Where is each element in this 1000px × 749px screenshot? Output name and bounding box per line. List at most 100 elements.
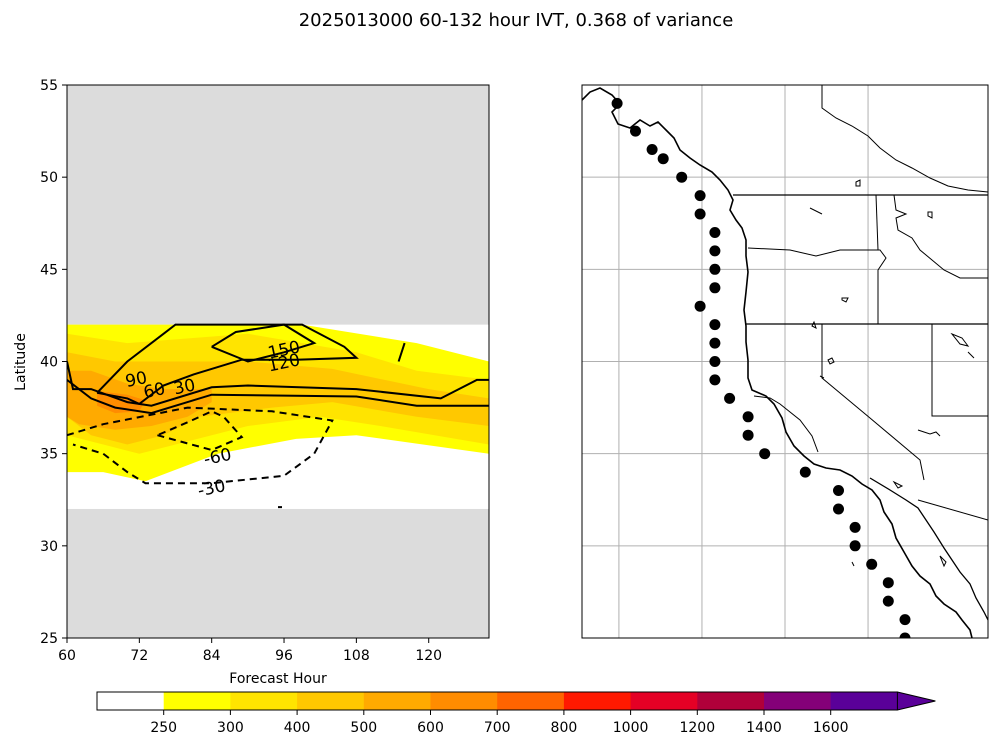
colorbar-segment: [363, 692, 431, 710]
map-point: [833, 485, 844, 496]
canada-boundary-line: [821, 85, 988, 193]
y-tick-label: 55: [40, 78, 58, 94]
colorbar: 250 300 400 500 600 700 800 1000 1200 1400 1600: [96, 691, 936, 736]
map-point: [899, 632, 911, 638]
map-point: [611, 97, 623, 109]
colorbar-segment: [830, 692, 898, 710]
colorbar-label: 300: [217, 720, 244, 736]
x-axis-label: Forecast Hour: [229, 671, 327, 687]
map-point: [866, 558, 878, 570]
map-point: [709, 245, 721, 257]
map-frame: [581, 84, 989, 639]
contour-label-3: 60: [142, 379, 167, 403]
map-point: [882, 577, 894, 589]
colorbar-label: 1400: [746, 720, 782, 736]
map-point: [709, 374, 721, 386]
colorbar-segment: [497, 692, 565, 710]
colorbar-segment: [430, 692, 498, 710]
map-point: [833, 503, 844, 515]
map-point: [676, 171, 688, 183]
map-point: [630, 125, 641, 137]
map-point: [694, 300, 706, 312]
coastline: [582, 87, 973, 638]
contour-label-4: 30: [172, 375, 197, 399]
map-point: [694, 190, 706, 202]
x-tick-label: 96: [275, 648, 293, 664]
ivt-axes: 60 72 84 96 108 120 25 30 35 40 45 50 55: [40, 78, 442, 664]
gulf-of-california-coast: [869, 477, 988, 621]
colorbar-label: 400: [284, 720, 311, 736]
map-islands-and-lakes: [809, 179, 975, 568]
map-point: [849, 521, 861, 533]
colorbar-label: 600: [417, 720, 444, 736]
map-point: [724, 392, 736, 404]
colorbar-segment: [97, 692, 165, 710]
y-tick-label: 40: [40, 355, 58, 371]
map-point: [646, 144, 658, 155]
map-point: [849, 540, 861, 552]
y-tick-label: 45: [40, 262, 58, 278]
colorbar-label: 1600: [813, 720, 849, 736]
map-point: [709, 282, 721, 294]
map-gridlines: [582, 85, 988, 638]
y-axis-label: Latitude: [13, 333, 29, 391]
colorbar-segment: [163, 692, 231, 710]
y-tick-label: 35: [40, 447, 58, 463]
colorbar-label: 500: [350, 720, 377, 736]
idaho-border: [875, 194, 879, 251]
ivt-fill-400: [67, 352, 489, 445]
map-point: [709, 337, 721, 349]
x-tick-label: 108: [343, 648, 370, 664]
colorbar-segment: [697, 692, 765, 710]
colorbar-segment: [563, 692, 632, 710]
x-tick-label: 60: [58, 648, 76, 664]
colorbar-label: 250: [150, 720, 177, 736]
nevada-utah-arizona-border: [931, 324, 988, 417]
colorbar-segment: [630, 692, 698, 710]
map-panel: [581, 84, 989, 639]
map-coastline: [582, 85, 988, 638]
map-point: [882, 595, 894, 607]
washington-oregon-idaho-border: [747, 247, 887, 324]
contour-line-6: [67, 406, 334, 485]
contour-line-4: [67, 379, 489, 415]
y-tick-label: 25: [40, 631, 58, 647]
map-state-borders: [733, 194, 988, 521]
map-point: [899, 614, 911, 626]
map-point: [657, 153, 669, 165]
map-point: [709, 319, 721, 331]
colorbar-label: 800: [551, 720, 578, 736]
us-mexico-border: [917, 499, 988, 521]
x-tick-label: 84: [203, 648, 221, 664]
colorbar-extend-arrow: [896, 691, 936, 711]
contour-line-1: [96, 323, 359, 406]
y-tick-label: 50: [40, 170, 58, 186]
coastline-detail: [753, 395, 819, 453]
colorbar-segment: [764, 692, 832, 710]
y-tick-label: 30: [40, 539, 58, 555]
colorbar-label: 1200: [679, 720, 715, 736]
map-point: [709, 263, 721, 275]
map-points: [611, 97, 911, 638]
colorbar-segment: [297, 692, 365, 710]
figure-title: 2025013000 60-132 hour IVT, 0.368 of var…: [299, 10, 734, 31]
colorbar-label: 700: [484, 720, 511, 736]
map-point: [742, 411, 754, 423]
map-point: [799, 466, 811, 478]
colorbar-label: 1000: [613, 720, 649, 736]
map-point: [759, 448, 771, 460]
colorbar-segment: [230, 692, 298, 710]
map-point: [709, 356, 721, 367]
map-point: [709, 227, 721, 238]
x-tick-label: 120: [415, 648, 442, 664]
contour-label-2: 90: [124, 368, 149, 392]
x-tick-label: 72: [130, 648, 148, 664]
contour-line-0: [211, 323, 317, 363]
map-point: [742, 429, 754, 441]
idaho-montana-border: [893, 194, 988, 279]
map-point: [694, 208, 706, 220]
california-nevada-border: [821, 324, 925, 481]
